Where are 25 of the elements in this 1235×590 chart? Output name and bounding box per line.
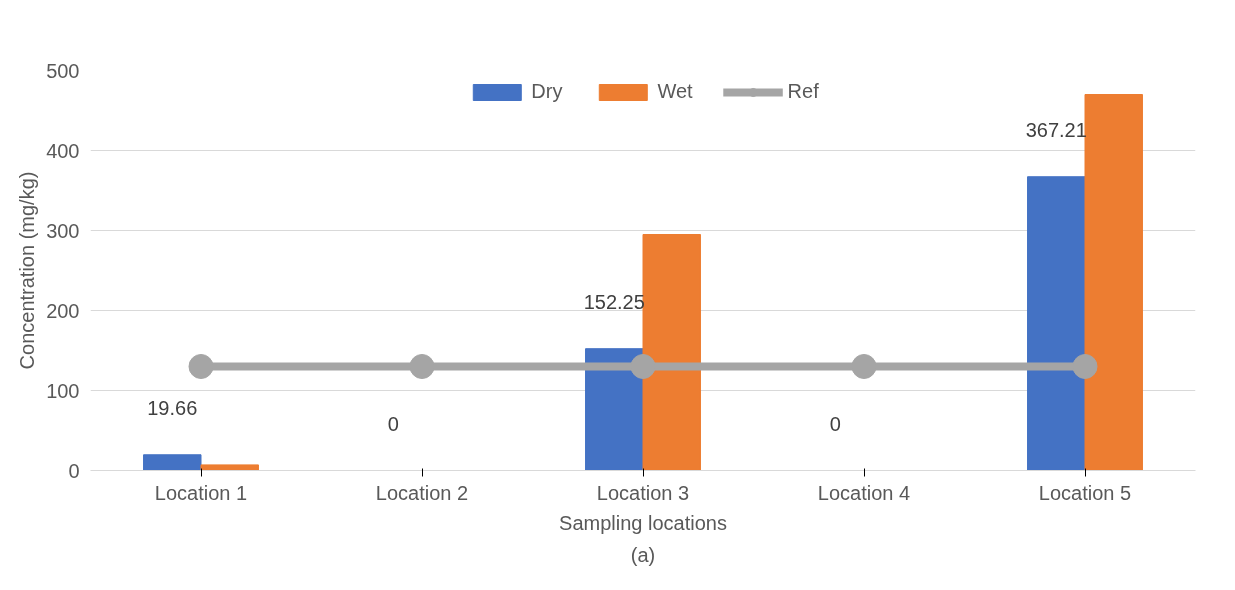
y-tick-label: 100 bbox=[46, 379, 80, 402]
y-tick-label: 300 bbox=[46, 219, 80, 242]
x-tick-label: Location 3 bbox=[596, 481, 690, 504]
x-tick-label: Location 1 bbox=[154, 481, 248, 504]
data-label: 0 bbox=[829, 412, 841, 435]
y-tick-label: 400 bbox=[46, 139, 80, 162]
bar bbox=[1084, 94, 1143, 471]
x-tick-label: Location 2 bbox=[375, 481, 469, 504]
x-axis-title: Sampling locations bbox=[559, 511, 727, 534]
legend-label: Ref bbox=[787, 80, 819, 103]
legend-label: Dry bbox=[531, 80, 563, 103]
bar bbox=[642, 234, 701, 471]
bar bbox=[1027, 176, 1086, 471]
x-tick-label: Location 4 bbox=[817, 481, 911, 504]
y-tick-label: 500 bbox=[46, 59, 80, 82]
data-label: 0 bbox=[387, 412, 399, 435]
y-tick-label: 200 bbox=[46, 299, 80, 322]
x-tick-label: Location 5 bbox=[1038, 481, 1132, 504]
y-tick-label: 0 bbox=[68, 459, 80, 482]
text: (a) bbox=[630, 543, 656, 566]
bar bbox=[200, 464, 259, 471]
bar bbox=[143, 454, 202, 471]
data-label: 19.66 bbox=[147, 396, 198, 419]
legend-label: Wet bbox=[657, 80, 693, 103]
y-axis-title: Concentration (mg/kg) bbox=[16, 171, 39, 370]
